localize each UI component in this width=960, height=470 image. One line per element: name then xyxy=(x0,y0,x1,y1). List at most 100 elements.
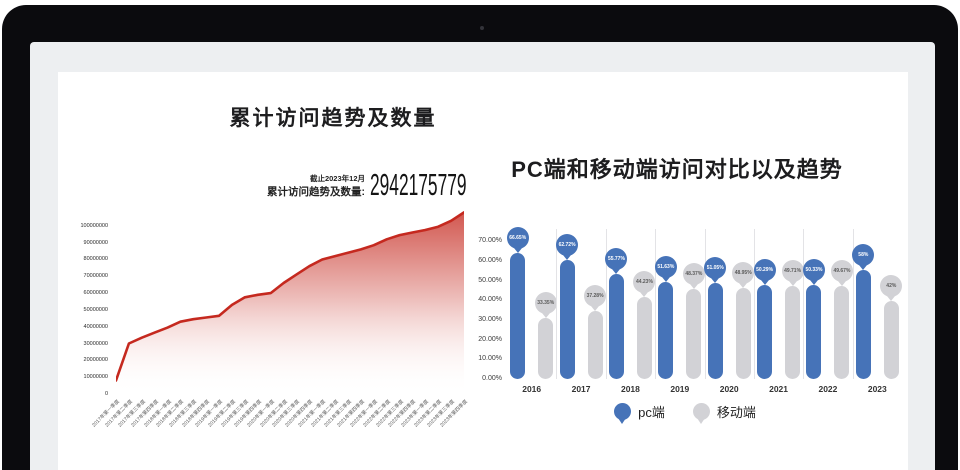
year-label: 2017 xyxy=(571,384,591,394)
left-chart-title: 累计访问趋势及数量 xyxy=(229,107,437,130)
lollipop-bar xyxy=(735,287,751,379)
value-bubble: 33.35% xyxy=(534,292,557,315)
year-label: 2022 xyxy=(818,384,838,394)
bubble-tail xyxy=(612,269,621,275)
bubble-tail xyxy=(661,277,670,283)
bubble-tail xyxy=(541,313,550,319)
lollipop: 48.37% xyxy=(682,262,705,379)
bubble-tail xyxy=(591,305,600,311)
year-label: 2019 xyxy=(670,384,690,394)
y-axis-tick-label: 50000000 xyxy=(83,306,108,313)
group-separator xyxy=(655,229,657,379)
year-group: 51.63% 48.37% xyxy=(654,204,705,379)
pc-mobile-comparison-section: PC端和移动端访问对比以及趋势 0.00% 10.00% 20.00% 30.00% 4… xyxy=(462,144,908,470)
cumulative-stat-block: 截止2023年12月 累计访问趋势及数量: 2942175779 xyxy=(248,169,467,200)
lollipop-bar xyxy=(707,283,723,379)
group-separator xyxy=(753,229,755,379)
y-axis-tick-label: 40000000 xyxy=(83,323,108,330)
lollipop: 51.05% xyxy=(704,257,727,379)
bubble-tail xyxy=(859,264,868,270)
year-label: 2023 xyxy=(867,384,887,394)
group-separator xyxy=(605,229,607,379)
y-axis-tick-label: 10.00% xyxy=(478,355,502,363)
y-axis-tick-label: 40.00% xyxy=(478,296,502,304)
value-bubble: 50.33% xyxy=(802,258,825,281)
bubble-tail xyxy=(689,283,698,289)
lollipop-bar xyxy=(658,282,674,379)
pc-legend-label: pc端 xyxy=(638,405,665,420)
year-label: 2020 xyxy=(719,384,739,394)
y-axis-tick-label: 60.00% xyxy=(478,256,502,264)
lollipop-bar xyxy=(686,288,702,379)
value-bubble: 66.65% xyxy=(506,226,529,249)
screen: 累计访问趋势及数量 截止2023年12月 累计访问趋势及数量: 29421757… xyxy=(30,42,935,470)
webcam-icon xyxy=(480,26,484,30)
lollipop: 48.95% xyxy=(732,261,755,379)
y-axis-tick-label: 0 xyxy=(104,391,108,397)
y-axis-tick-label: 80000000 xyxy=(83,256,108,263)
bubble-tail xyxy=(809,279,818,285)
bubble-tail xyxy=(513,247,522,253)
bubble-tail xyxy=(640,291,649,297)
value-bubble: 49.71% xyxy=(781,260,804,283)
value-bubble: 49.67% xyxy=(830,260,853,283)
value-bubble: 51.63% xyxy=(654,256,677,279)
y-axis-tick-label: 50.00% xyxy=(478,276,502,284)
presentation-slide: 累计访问趋势及数量 截止2023年12月 累计访问趋势及数量: 29421757… xyxy=(58,72,908,470)
stat-date-note: 截止2023年12月 xyxy=(309,174,365,184)
bubble-tail xyxy=(760,279,769,285)
bubble-tail xyxy=(739,282,748,288)
lollipop: 49.67% xyxy=(830,260,853,379)
legend-item-mobile: 移动端 xyxy=(692,402,756,424)
group-separator xyxy=(704,229,706,379)
value-bubble: 42% xyxy=(880,275,903,298)
value-bubble: 48.37% xyxy=(682,262,705,285)
lollipop: 50.29% xyxy=(753,258,776,379)
year-group: 66.65% 33.35% xyxy=(506,204,557,379)
year-label: 2021 xyxy=(769,384,789,394)
year-group: 58% 42% xyxy=(852,204,903,379)
lollipop-bar xyxy=(834,286,850,379)
bubble-tail xyxy=(887,296,896,302)
lollipop-bar xyxy=(785,286,801,379)
lollipop-bar xyxy=(806,284,822,379)
year-group: 50.29% 49.71% xyxy=(753,204,804,379)
area-chart-svg xyxy=(114,211,466,394)
right-chart-title: PC端和移动端访问对比以及趋势 xyxy=(511,157,843,182)
lollipop: 33.35% xyxy=(534,292,557,379)
y-axis-tick-label: 30.00% xyxy=(478,315,502,323)
y-axis-tick-label: 70.00% xyxy=(478,237,502,245)
chart-legend: pc端 移动端 xyxy=(462,402,908,424)
monitor-bezel: 累计访问趋势及数量 截止2023年12月 累计访问趋势及数量: 29421757… xyxy=(2,5,958,470)
line-chart-plot: 100000000 90000000 80000000 70000000 6000000… xyxy=(62,199,474,459)
lollipop: 49.71% xyxy=(781,260,804,379)
y-axis-tick-label: 60000000 xyxy=(83,290,108,297)
lollipop: 42% xyxy=(880,275,903,379)
value-bubble: 55.77% xyxy=(605,248,628,271)
value-bubble: 62.72% xyxy=(556,234,579,257)
lollipop-bar xyxy=(608,274,624,379)
value-bubble: 37.28% xyxy=(584,284,607,307)
group-separator xyxy=(852,229,854,379)
value-bubble: 50.29% xyxy=(753,258,776,281)
lollipop: 37.28% xyxy=(584,284,607,379)
area-series xyxy=(114,209,466,394)
lollipop-bar xyxy=(757,284,773,379)
year-group: 62.72% 37.28% xyxy=(556,204,607,379)
bubble-tail xyxy=(711,278,720,284)
year-group: 50.33% 49.67% xyxy=(802,204,853,379)
lollipop: 58% xyxy=(852,243,875,379)
y-axis-tick-label: 90000000 xyxy=(83,239,108,246)
value-bubble: 48.95% xyxy=(732,261,755,284)
mobile-legend-label: 移动端 xyxy=(716,405,756,420)
y-axis-tick-label: 70000000 xyxy=(83,273,108,280)
value-bubble: 44.23% xyxy=(633,270,656,293)
year-group: 55.77% 44.23% xyxy=(605,204,656,379)
lollipop-bar xyxy=(636,296,652,379)
lollipop: 55.77% xyxy=(605,248,628,379)
lollipop: 62.72% xyxy=(556,234,579,379)
lollipop-bar xyxy=(587,310,603,379)
y-axis-tick-label: 100000000 xyxy=(80,222,108,229)
y-axis-tick-label: 10000000 xyxy=(83,374,108,381)
